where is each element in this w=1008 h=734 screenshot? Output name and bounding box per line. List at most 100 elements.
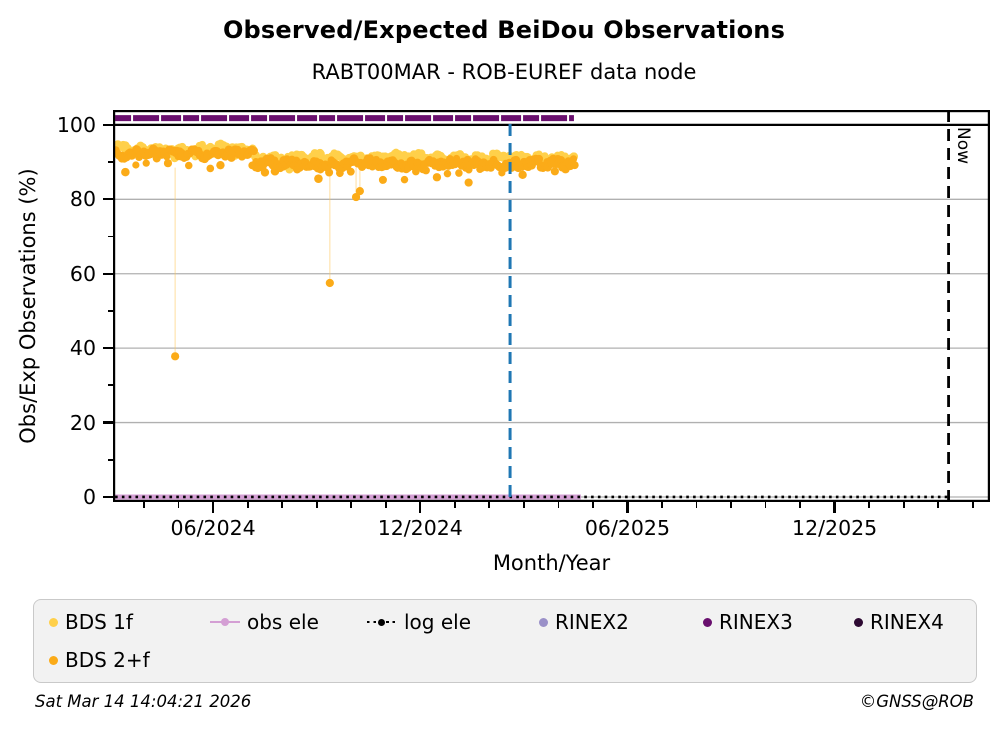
x-minor-tick (350, 502, 353, 508)
scatter-point (422, 166, 430, 175)
legend-dot-marker-icon (49, 655, 58, 665)
chart-subtitle: RABT00MAR - ROB-EUREF data node (311, 60, 697, 84)
x-minor-tick (661, 502, 663, 508)
legend-item-bds-1f: BDS 1f (49, 608, 133, 636)
x-minor-tick (902, 502, 905, 508)
x-major-tick (419, 502, 422, 513)
plot-area (113, 110, 990, 502)
legend-label: BDS 2+f (65, 648, 150, 672)
x-axis-label: Month/Year (492, 551, 611, 575)
scatter-point (455, 169, 463, 177)
y-major-tick (103, 495, 113, 499)
x-minor-tick (488, 502, 491, 508)
scatter-point (260, 168, 270, 177)
x-minor-tick (281, 502, 284, 508)
y-major-tick (103, 123, 113, 127)
scatter-point (249, 146, 258, 156)
y-tick-label: 40 (69, 336, 96, 361)
x-major-tick (833, 502, 836, 513)
legend-item-rinex4: RINEX4 (854, 608, 944, 636)
legend-label: BDS 1f (65, 610, 133, 634)
scatter-point (142, 159, 150, 167)
y-minor-tick (107, 458, 113, 461)
x-major-tick (211, 502, 215, 513)
x-tick-label: 06/2025 (584, 516, 671, 540)
legend-dot-marker-icon (539, 617, 548, 627)
x-minor-tick (453, 502, 456, 508)
x-minor-tick (315, 502, 318, 508)
legend-item-rinex3: RINEX3 (703, 608, 793, 636)
outlier-point (171, 352, 180, 361)
y-tick-label: 80 (69, 187, 96, 212)
y-minor-tick (107, 384, 113, 387)
scatter-point (550, 167, 559, 176)
x-major-tick (626, 502, 629, 513)
legend-label: obs ele (247, 610, 319, 634)
scatter-point (346, 167, 355, 176)
copyright: ©GNSS@ROB (859, 692, 974, 711)
scatter-point (121, 167, 130, 177)
scatter-point (163, 159, 173, 168)
legend-dot-marker-icon (221, 618, 229, 626)
legend-dot-marker-icon (854, 617, 863, 627)
outlier-point (325, 278, 334, 288)
legend-line-dot-marker-icon (367, 618, 397, 627)
timestamp: Sat Mar 14 14:04:21 2026 (35, 692, 252, 711)
y-major-tick (103, 421, 113, 424)
x-minor-tick (246, 502, 249, 508)
y-tick-label: 0 (82, 484, 96, 509)
legend-item-obs-ele: obs ele (210, 608, 319, 636)
outlier-point (464, 178, 473, 187)
scatter-point (570, 161, 579, 170)
legend-label: log ele (404, 610, 472, 634)
x-minor-tick (937, 502, 940, 508)
x-minor-tick (799, 502, 801, 508)
x-minor-tick (868, 502, 871, 508)
x-minor-tick (557, 502, 560, 508)
y-tick-label: 100 (56, 112, 96, 137)
scatter-point (314, 174, 323, 183)
scatter-point (163, 152, 171, 161)
x-minor-tick (730, 502, 732, 508)
legend-label: RINEX4 (870, 610, 944, 634)
legend-item-log-ele: log ele (367, 608, 471, 636)
legend-item-rinex2: RINEX2 (539, 608, 629, 636)
x-tick-label: 12/2025 (792, 516, 878, 540)
outlier-point (355, 187, 364, 196)
scatter-point (132, 161, 140, 169)
scatter-point (216, 160, 225, 170)
legend-dot-marker-icon (49, 617, 58, 627)
x-minor-tick (764, 502, 767, 508)
x-minor-tick (695, 502, 698, 508)
scatter-point (432, 173, 442, 182)
outlier-point (351, 192, 361, 202)
legend-dot-marker-icon (703, 617, 712, 627)
legend: BDS 1f obs ele log ele RINEX2 RINEX3 RINEX4 BD… (33, 599, 977, 683)
x-minor-tick (592, 502, 594, 508)
scatter-point (569, 155, 578, 163)
scatter-point (184, 161, 193, 170)
scatter-point (325, 168, 334, 177)
scatter-point (206, 164, 215, 173)
legend-item-bds-2-f: BDS 2+f (49, 646, 150, 674)
y-minor-tick (107, 161, 113, 163)
x-minor-tick (177, 502, 180, 508)
legend-label: RINEX3 (719, 610, 793, 634)
scatter-point (443, 169, 452, 178)
x-minor-tick (522, 502, 525, 508)
y-major-tick (103, 346, 113, 350)
y-tick-label: 60 (69, 261, 96, 286)
chart-title: Observed/Expected BeiDou Observations (222, 16, 786, 44)
legend-label: RINEX2 (555, 610, 629, 634)
x-minor-tick (384, 502, 387, 508)
scatter-point (518, 170, 527, 180)
x-tick-label: 06/2024 (170, 516, 256, 540)
x-minor-tick (971, 502, 974, 508)
x-tick-label: 12/2024 (377, 516, 463, 540)
scatter-point (400, 175, 409, 184)
y-minor-tick (107, 310, 113, 312)
plot-canvas (113, 110, 990, 502)
y-tick-label: 20 (69, 410, 96, 435)
x-minor-tick (143, 502, 145, 508)
